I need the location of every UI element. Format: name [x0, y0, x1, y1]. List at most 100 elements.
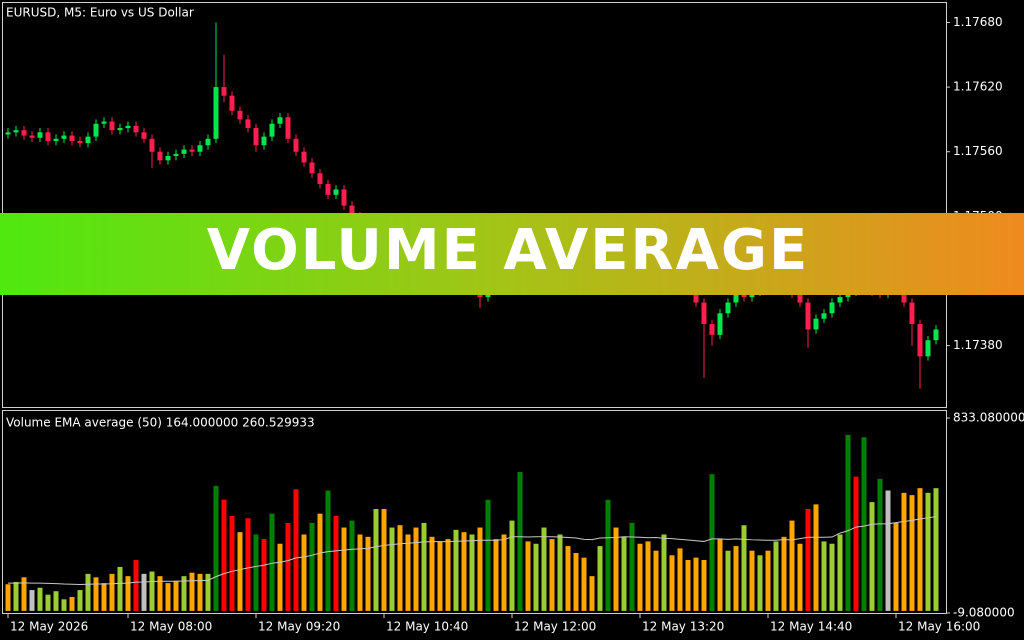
volume-bar — [733, 546, 739, 611]
volume-bar — [181, 576, 187, 611]
candle-body — [797, 293, 803, 303]
volume-bar — [189, 572, 195, 611]
volume-bar — [389, 527, 395, 611]
volume-bar — [61, 599, 67, 611]
volume-bar — [741, 525, 747, 611]
volume-bar — [365, 536, 371, 611]
candle-body — [197, 145, 203, 152]
volume-bar — [245, 518, 251, 611]
volume-bar — [461, 532, 467, 611]
volume-bar — [325, 490, 331, 611]
volume-bar — [317, 513, 323, 611]
volume-bar — [293, 489, 299, 611]
volume-bar — [717, 539, 723, 611]
volume-bar — [413, 527, 419, 611]
volume-bar — [29, 590, 35, 611]
candle-body — [213, 87, 219, 139]
volume-bar — [341, 527, 347, 611]
candle-body — [837, 297, 843, 303]
volume-bar — [845, 434, 851, 611]
volume-bar — [277, 543, 283, 611]
volume-bar — [877, 478, 883, 611]
volume-bar — [21, 577, 27, 611]
candle-body — [285, 117, 291, 139]
volume-bar — [701, 559, 707, 611]
candle-body — [333, 189, 339, 195]
candle-body — [829, 302, 835, 314]
volume-bar — [485, 499, 491, 611]
volume-bar — [557, 534, 563, 611]
candle-body — [13, 130, 19, 133]
candle-body — [117, 128, 123, 131]
volume-bar — [5, 584, 11, 611]
candle-body — [85, 136, 91, 144]
volume-bar — [205, 573, 211, 611]
volume-bar — [629, 522, 635, 611]
volume-bar — [429, 536, 435, 611]
candle-body — [717, 313, 723, 335]
volume-bar — [589, 576, 595, 611]
volume-bar — [13, 581, 19, 611]
volume-bar — [813, 504, 819, 611]
volume-bar — [725, 550, 731, 611]
volume-bar — [149, 571, 155, 611]
volume-bar — [517, 471, 523, 611]
candle-body — [733, 291, 739, 303]
volume-bar — [229, 515, 235, 611]
volume-bar — [597, 546, 603, 611]
volume-bar — [101, 583, 107, 611]
volume-bar — [765, 550, 771, 611]
volume-bar — [565, 546, 571, 611]
volume-bar — [349, 520, 355, 611]
candle-body — [101, 121, 107, 124]
volume-bar — [165, 583, 171, 611]
candle-body — [701, 302, 707, 325]
candle-body — [253, 128, 259, 146]
volume-bar — [173, 580, 179, 611]
candle-body — [725, 302, 731, 314]
volume-bar — [53, 591, 59, 611]
candle-body — [301, 151, 307, 163]
candle-body — [165, 156, 171, 161]
candle-body — [69, 135, 75, 141]
candle-body — [189, 149, 195, 152]
x-tick-label: 12 May 10:40 — [386, 620, 468, 634]
x-tick-label: 12 May 2026 — [10, 620, 88, 634]
volume-bar — [437, 541, 443, 611]
volume-bar — [37, 587, 43, 611]
candle-body — [325, 184, 331, 195]
candle-body — [309, 162, 315, 174]
volume-bar — [925, 492, 931, 611]
volume-bar — [613, 527, 619, 611]
volume-bar — [157, 576, 163, 611]
volume-bar — [501, 534, 507, 611]
volume-bar — [309, 522, 315, 611]
volume-bar — [381, 509, 387, 611]
volume-bar — [261, 539, 267, 611]
y-tick-label: 1.17380 — [953, 338, 1003, 352]
volume-bar — [893, 522, 899, 611]
volume-bar — [109, 573, 115, 611]
volume-bar — [493, 539, 499, 611]
volume-bar — [469, 534, 475, 611]
volume-bar — [653, 550, 659, 611]
volume-bar — [549, 539, 555, 611]
chart-title: EURUSD, M5: Euro vs US Dollar — [6, 6, 194, 20]
volume-bar — [861, 437, 867, 611]
volume-bar — [85, 573, 91, 611]
volume-bar — [797, 543, 803, 611]
volume-bar — [789, 520, 795, 611]
ema-line — [8, 516, 937, 586]
volume-bar — [525, 541, 531, 611]
volume-bar — [637, 543, 643, 611]
candle-body — [133, 125, 139, 133]
volume-bar — [805, 509, 811, 611]
volume-bar — [237, 532, 243, 611]
indicator-title: Volume EMA average (50) 164.000000 260.5… — [6, 416, 315, 430]
candle-body — [21, 130, 27, 136]
candle-body — [805, 302, 811, 330]
volume-bar — [917, 488, 923, 611]
volume-bar — [117, 566, 123, 611]
price-panel-frame — [2, 2, 947, 408]
volume-bar — [141, 573, 147, 611]
